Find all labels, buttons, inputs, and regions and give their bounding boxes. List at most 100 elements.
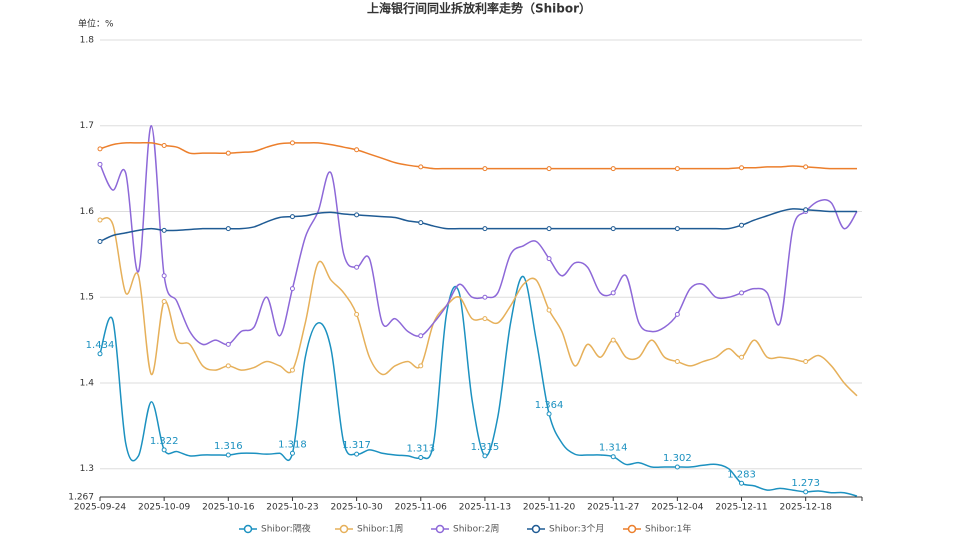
point-marker xyxy=(610,337,616,343)
y-unit-label: 单位：% xyxy=(78,18,114,30)
point-marker xyxy=(289,140,295,146)
data-label: 1.318 xyxy=(278,439,307,450)
data-label: 1.364 xyxy=(535,400,564,411)
data-label: 1.313 xyxy=(406,444,435,455)
legend-marker xyxy=(531,524,541,534)
point-marker xyxy=(610,290,616,296)
point-marker xyxy=(418,164,424,170)
point-marker xyxy=(161,273,167,279)
point-marker xyxy=(803,359,809,365)
data-label: 1.316 xyxy=(214,441,243,452)
point-marker xyxy=(610,454,616,460)
point-marker xyxy=(289,286,295,292)
point-marker xyxy=(739,165,745,171)
point-marker xyxy=(97,146,103,152)
legend-marker xyxy=(243,524,253,534)
data-label: 1.314 xyxy=(599,443,628,454)
legend-marker xyxy=(435,524,445,534)
point-marker xyxy=(546,166,552,172)
x-tick-label: 2025-10-30 xyxy=(330,503,383,513)
x-tick-label: 2025-10-16 xyxy=(202,503,255,513)
y-tick-label: 1.267 xyxy=(68,493,94,503)
legend-label: Shibor:3个月 xyxy=(549,524,604,535)
legend-marker xyxy=(627,524,637,534)
point-marker xyxy=(482,316,488,322)
point-marker xyxy=(674,464,680,470)
point-marker xyxy=(225,452,231,458)
legend-item: Shibor:1年 xyxy=(623,523,691,535)
x-tick-label: 2025-11-27 xyxy=(587,503,639,513)
data-label: 1.434 xyxy=(86,340,115,351)
point-marker xyxy=(803,207,809,213)
legend-label: Shibor:1年 xyxy=(645,523,691,535)
y-tick-label: 1.4 xyxy=(80,378,95,388)
point-marker xyxy=(546,226,552,232)
legend-item: Shibor:隔夜 xyxy=(239,523,311,535)
point-marker xyxy=(674,166,680,172)
point-marker xyxy=(161,227,167,233)
point-marker xyxy=(546,256,552,262)
point-marker xyxy=(739,354,745,360)
y-tick-label: 1.8 xyxy=(80,36,95,46)
point-marker xyxy=(225,226,231,232)
y-tick-label: 1.3 xyxy=(80,464,94,474)
point-marker xyxy=(482,453,488,459)
point-marker xyxy=(289,214,295,220)
y-tick-label: 1.6 xyxy=(80,207,95,217)
legend-label: Shibor:隔夜 xyxy=(261,523,311,535)
legend-label: Shibor:2周 xyxy=(453,524,499,535)
data-label: 1.273 xyxy=(791,478,820,489)
legend-item: Shibor:2周 xyxy=(431,524,499,535)
point-marker xyxy=(354,212,360,218)
legend-marker xyxy=(339,524,349,534)
point-marker xyxy=(803,489,809,495)
series-line xyxy=(99,217,858,397)
point-marker xyxy=(97,161,103,167)
point-marker xyxy=(354,264,360,270)
point-marker xyxy=(482,166,488,172)
point-marker xyxy=(482,294,488,300)
data-label: 1.302 xyxy=(663,453,692,464)
point-marker xyxy=(418,333,424,339)
point-marker xyxy=(225,363,231,369)
point-marker xyxy=(739,222,745,228)
x-tick-label: 2025-11-06 xyxy=(395,503,448,513)
point-marker xyxy=(546,411,552,417)
point-marker xyxy=(354,451,360,457)
legend-label: Shibor:1周 xyxy=(357,524,403,535)
point-marker xyxy=(674,359,680,365)
data-label: 1.315 xyxy=(471,442,500,453)
series-line xyxy=(99,275,858,497)
point-marker xyxy=(803,164,809,170)
point-marker xyxy=(610,166,616,172)
x-tick-label: 2025-09-24 xyxy=(74,503,127,513)
point-marker xyxy=(354,147,360,153)
point-marker xyxy=(418,220,424,226)
point-marker xyxy=(418,455,424,461)
point-marker xyxy=(225,341,231,347)
legend-item: Shibor:1周 xyxy=(335,524,403,535)
point-marker xyxy=(482,226,488,232)
x-tick-label: 2025-11-13 xyxy=(459,503,511,513)
point-marker xyxy=(289,367,295,373)
point-marker xyxy=(354,311,360,317)
x-tick-label: 2025-11-20 xyxy=(523,503,576,513)
data-label: 1.322 xyxy=(150,436,179,447)
x-tick-label: 2025-10-09 xyxy=(138,503,191,513)
data-label: 1.317 xyxy=(342,440,371,451)
point-marker xyxy=(225,150,231,156)
point-marker xyxy=(546,307,552,313)
point-marker xyxy=(97,238,103,244)
y-tick-label: 1.7 xyxy=(80,121,94,131)
x-tick-label: 2025-12-18 xyxy=(780,503,833,513)
point-marker xyxy=(610,226,616,232)
point-marker xyxy=(161,299,167,305)
point-marker xyxy=(739,480,745,486)
x-tick-label: 2025-12-11 xyxy=(715,503,767,513)
point-marker xyxy=(418,363,424,369)
point-marker xyxy=(674,311,680,317)
legend-item: Shibor:3个月 xyxy=(527,524,604,535)
point-marker xyxy=(97,351,103,357)
point-marker xyxy=(161,447,167,453)
